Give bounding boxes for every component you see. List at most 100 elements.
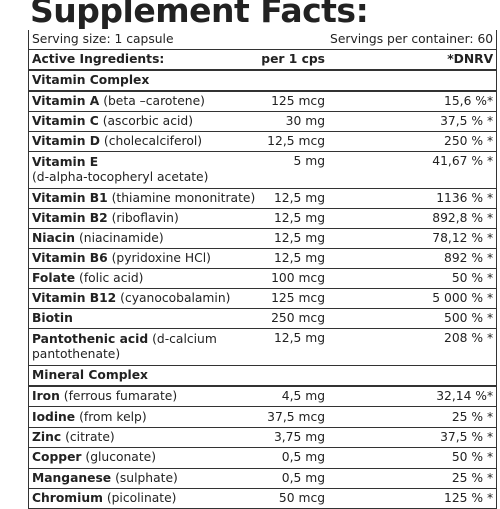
nutrient-name: Iron [32, 389, 60, 404]
nutrient-detail: (riboflavin) [111, 211, 179, 225]
nutrient-detail: (niacinamide) [79, 231, 164, 245]
serving-row: Serving size: 1 capsule Servings per con… [28, 30, 497, 50]
nutrient-cell: Vitamin B2 (riboflavin) [28, 208, 259, 229]
nutrient-cell: Niacin (niacinamide) [28, 228, 259, 249]
nutrient-name: Pantothenic acid [32, 332, 149, 346]
title: Supplement Facts: [30, 0, 369, 30]
amount: 50 mcg [258, 488, 328, 509]
nutrient-row: Iron (ferrous fumarate) 4,5 mg 32,14 %* [28, 386, 497, 408]
facts-table: Serving size: 1 capsule Servings per con… [28, 30, 498, 509]
serving-size: Serving size: 1 capsule [28, 30, 328, 50]
amount: 12,5 mg [258, 208, 328, 229]
section-row: Vitamin Complex [28, 70, 497, 92]
dnrv: 500 % * [327, 308, 497, 329]
amount: 100 mcg [258, 268, 328, 289]
nutrient-cell: Chromium (picolinate) [28, 488, 259, 509]
dnrv: 37,5 % * [327, 427, 497, 449]
nutrient-detail: (d-calcium pantothenate) [32, 332, 217, 361]
nutrient-cell: Copper (gluconate) [28, 447, 259, 469]
nutrient-name: Iodine [32, 409, 76, 424]
amount: 125 mcg [258, 91, 328, 112]
nutrient-detail: (d-alpha-tocopheryl acetate) [32, 170, 209, 184]
nutrient-name: Zinc [32, 429, 62, 444]
nutrient-row: Vitamin C (ascorbic acid) 30 mg 37,5 % * [28, 111, 497, 132]
nutrient-name: Folate [32, 271, 76, 285]
nutrient-name: Vitamin E [32, 155, 99, 169]
nutrient-name: Biotin [32, 311, 73, 325]
header-ingredients: Active Ingredients: [28, 49, 259, 71]
nutrient-name: Vitamin B12 [32, 291, 117, 305]
nutrient-name: Vitamin B2 [32, 211, 108, 225]
dnrv: 25 % * [327, 468, 497, 489]
nutrient-cell: Vitamin E (d-alpha-tocopheryl acetate) [28, 151, 259, 189]
header-row: Active Ingredients: per 1 cps *DNRV [28, 49, 497, 71]
nutrient-detail: (from kelp) [79, 409, 147, 424]
section-title: Vitamin Complex [28, 70, 497, 92]
nutrient-row: Niacin (niacinamide) 12,5 mg 78,12 % * [28, 228, 497, 249]
nutrient-cell: Zinc (citrate) [28, 427, 259, 449]
section-title: Mineral Complex [28, 365, 497, 387]
amount: 30 mg [258, 111, 328, 132]
dnrv: 25 % * [327, 406, 497, 428]
nutrient-detail: (pyridoxine HCl) [111, 251, 211, 265]
nutrient-detail: (cholecalciferol) [103, 134, 203, 148]
nutrient-row: Vitamin D (cholecalciferol) 12,5 mcg 250 %… [28, 131, 497, 152]
nutrient-row: Vitamin B1 (thiamine mononitrate) 12,5 mg… [28, 188, 497, 209]
nutrient-row: Iodine (from kelp) 37,5 mcg 25 % * [28, 406, 497, 428]
amount: 12,5 mg [258, 328, 328, 366]
nutrient-cell: Manganese (sulphate) [28, 468, 259, 489]
amount: 5 mg [258, 151, 328, 189]
nutrient-row: Biotin 250 mcg 500 % * [28, 308, 497, 329]
dnrv: 78,12 % * [327, 228, 497, 249]
dnrv: 250 % * [327, 131, 497, 152]
table-body: Serving size: 1 capsule Servings per con… [28, 30, 497, 509]
amount: 12,5 mcg [258, 131, 328, 152]
amount: 125 mcg [258, 288, 328, 309]
amount: 37,5 mcg [258, 406, 328, 428]
nutrient-cell: Vitamin B6 (pyridoxine HCl) [28, 248, 259, 269]
amount: 12,5 mg [258, 188, 328, 209]
header-amount: per 1 cps [258, 49, 328, 71]
amount: 4,5 mg [258, 386, 328, 408]
nutrient-detail: (gluconate) [85, 450, 157, 465]
dnrv: 892,8 % * [327, 208, 497, 229]
nutrient-name: Vitamin D [32, 134, 100, 148]
nutrient-cell: Vitamin A (beta –carotene) [28, 91, 259, 112]
section-row: Mineral Complex [28, 365, 497, 387]
nutrient-cell: Vitamin D (cholecalciferol) [28, 131, 259, 152]
nutrient-detail: (ferrous fumarate) [63, 389, 178, 404]
amount: 0,5 mg [258, 447, 328, 469]
nutrient-cell: Folate (folic acid) [28, 268, 259, 289]
nutrient-cell: Pantothenic acid (d-calcium pantothenate) [28, 328, 259, 366]
dnrv: 50 % * [327, 268, 497, 289]
dnrv: 125 % * [327, 488, 497, 509]
nutrient-detail: (sulphate) [115, 470, 178, 485]
nutrient-row: Pantothenic acid (d-calcium pantothenate)… [28, 328, 497, 366]
nutrient-cell: Vitamin B1 (thiamine mononitrate) [28, 188, 259, 209]
nutrient-row: Vitamin A (beta –carotene) 125 mcg 15,6 %* [28, 91, 497, 112]
nutrient-cell: Iodine (from kelp) [28, 406, 259, 428]
nutrient-name: Manganese [32, 470, 112, 485]
dnrv: 1136 % * [327, 188, 497, 209]
nutrient-detail: (thiamine mononitrate) [111, 191, 256, 205]
amount: 12,5 mg [258, 248, 328, 269]
nutrient-row: Copper (gluconate) 0,5 mg 50 % * [28, 447, 497, 469]
nutrient-row: Zinc (citrate) 3,75 mg 37,5 % * [28, 427, 497, 449]
amount: 250 mcg [258, 308, 328, 329]
nutrient-detail: (folic acid) [79, 271, 144, 285]
nutrient-cell: Biotin [28, 308, 259, 329]
nutrient-row: Manganese (sulphate) 0,5 mg 25 % * [28, 468, 497, 489]
nutrient-name: Niacin [32, 231, 76, 245]
header-dnrv: *DNRV [327, 49, 497, 71]
dnrv: 5 000 % * [327, 288, 497, 309]
nutrient-row: Vitamin B12 (cyanocobalamin) 125 mcg 5 000… [28, 288, 497, 309]
nutrient-row: Vitamin B2 (riboflavin) 12,5 mg 892,8 % * [28, 208, 497, 229]
nutrient-cell: Iron (ferrous fumarate) [28, 386, 259, 408]
nutrient-row: Vitamin B6 (pyridoxine HCl) 12,5 mg 892 % … [28, 248, 497, 269]
dnrv: 37,5 % * [327, 111, 497, 132]
nutrient-detail: (picolinate) [106, 491, 177, 506]
nutrient-row: Chromium (picolinate) 50 mcg 125 % * [28, 488, 497, 509]
amount: 12,5 mg [258, 228, 328, 249]
nutrient-name: Vitamin B6 [32, 251, 108, 265]
